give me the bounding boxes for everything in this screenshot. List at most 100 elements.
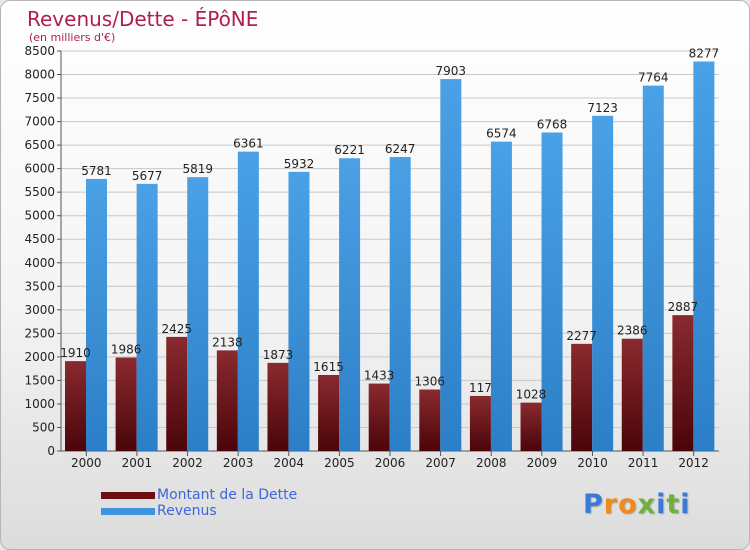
bar-revenue [592,115,614,452]
bar-debt [672,315,694,451]
logo-letter: r [603,489,619,520]
data-label-debt: 117 [469,381,492,395]
data-label-revenue: 6361 [233,137,264,151]
bar-revenue [86,178,107,451]
data-label-debt: 1910 [60,346,91,360]
x-tick-label: 2009 [527,456,558,470]
data-label-revenue: 6247 [385,142,416,156]
data-label-revenue: 6221 [334,143,365,157]
x-tick-label: 2007 [425,456,456,470]
data-label-revenue: 5781 [81,164,112,178]
y-tick-label: 4000 [24,256,55,270]
chart-subtitle: (en milliers d'€) [29,31,116,44]
y-tick-label: 8500 [24,44,55,58]
bar-revenue [288,171,310,452]
x-tick-label: 2006 [375,456,406,470]
x-tick-label: 2005 [324,456,355,470]
x-tick-label: 2010 [577,456,608,470]
data-label-revenue: 8277 [689,46,720,60]
bar-debt [166,336,188,451]
legend-label-debt: Montant de la Dette [157,487,298,503]
bar-debt [318,375,340,451]
x-tick-label: 2011 [628,456,659,470]
bar-debt [65,361,86,451]
y-tick-label: 2500 [24,326,55,340]
y-tick-label: 1000 [24,397,55,411]
data-label-revenue: 5819 [182,162,213,176]
data-label-revenue: 7764 [638,71,669,85]
bar-debt [267,362,289,451]
chart-title: Revenus/Dette - ÉPôNE [27,7,259,31]
data-label-debt: 1028 [516,388,547,402]
data-label-debt: 2425 [161,322,192,336]
x-tick-label: 2012 [678,456,709,470]
bar-debt [419,389,441,451]
data-label-revenue: 6768 [537,118,568,132]
bar-revenue [237,151,259,452]
data-label-debt: 2138 [212,335,243,349]
data-label-debt: 1873 [263,348,294,362]
legend-label-revenue: Revenus [157,503,217,519]
logo-letter: P [583,489,604,520]
bar-revenue [389,157,411,451]
proxiti-logo: Proxiti [583,489,691,520]
y-tick-label: 6500 [24,138,55,152]
data-label-debt: 1615 [313,360,344,374]
bar-revenue [642,85,664,452]
bar-revenue [541,132,563,451]
legend-swatch-debt [101,491,155,499]
bar-debt [621,338,643,451]
y-tick-label: 8000 [24,68,55,82]
bar-revenue [693,61,715,452]
x-tick-label: 2001 [122,456,153,470]
y-tick-label: 4500 [24,232,55,246]
data-label-revenue: 6574 [486,127,517,141]
data-label-revenue: 5932 [284,157,315,171]
data-label-debt: 2386 [617,324,648,338]
data-label-revenue: 7123 [587,101,618,115]
x-tick-label: 2002 [172,456,203,470]
data-label-revenue: 5677 [132,169,163,183]
y-tick-label: 6000 [24,162,55,176]
bar-debt [520,402,542,451]
logo-letter: x [637,489,657,520]
x-tick-label: 2004 [273,456,304,470]
bar-debt [368,383,390,451]
y-tick-label: 5500 [24,185,55,199]
legend-item-revenue: Revenus [101,503,297,519]
bar-revenue [187,177,209,451]
y-tick-label: 7500 [24,91,55,105]
y-tick-label: 3000 [24,303,55,317]
logo-letter: i [656,489,667,520]
bar-debt [571,343,593,451]
x-tick-label: 2008 [476,456,507,470]
x-tick-label: 2003 [223,456,254,470]
bar-revenue [490,141,512,451]
bar-debt [469,395,491,451]
logo-letter: i [680,489,691,520]
bar-revenue [136,183,158,452]
bar-revenue [339,158,361,451]
legend: Montant de la Dette Revenus [101,487,297,519]
y-tick-label: 7000 [24,115,55,129]
logo-letter: t [666,489,681,520]
data-label-revenue: 7903 [436,64,467,78]
bar-debt [115,357,137,451]
y-tick-label: 0 [47,444,55,458]
y-tick-label: 500 [32,420,55,434]
y-tick-label: 3500 [24,279,55,293]
x-tick-label: 2000 [71,456,102,470]
logo-letter: o [618,489,638,520]
legend-item-debt: Montant de la Dette [101,487,297,503]
data-label-debt: 2277 [566,329,597,343]
bar-debt [216,350,238,451]
y-tick-label: 5000 [24,209,55,223]
data-label-debt: 1433 [364,369,395,383]
data-label-debt: 1986 [111,343,142,357]
y-tick-label: 1500 [24,373,55,387]
y-tick-label: 2000 [24,350,55,364]
legend-swatch-revenue [101,507,155,515]
data-label-debt: 1306 [415,375,446,389]
